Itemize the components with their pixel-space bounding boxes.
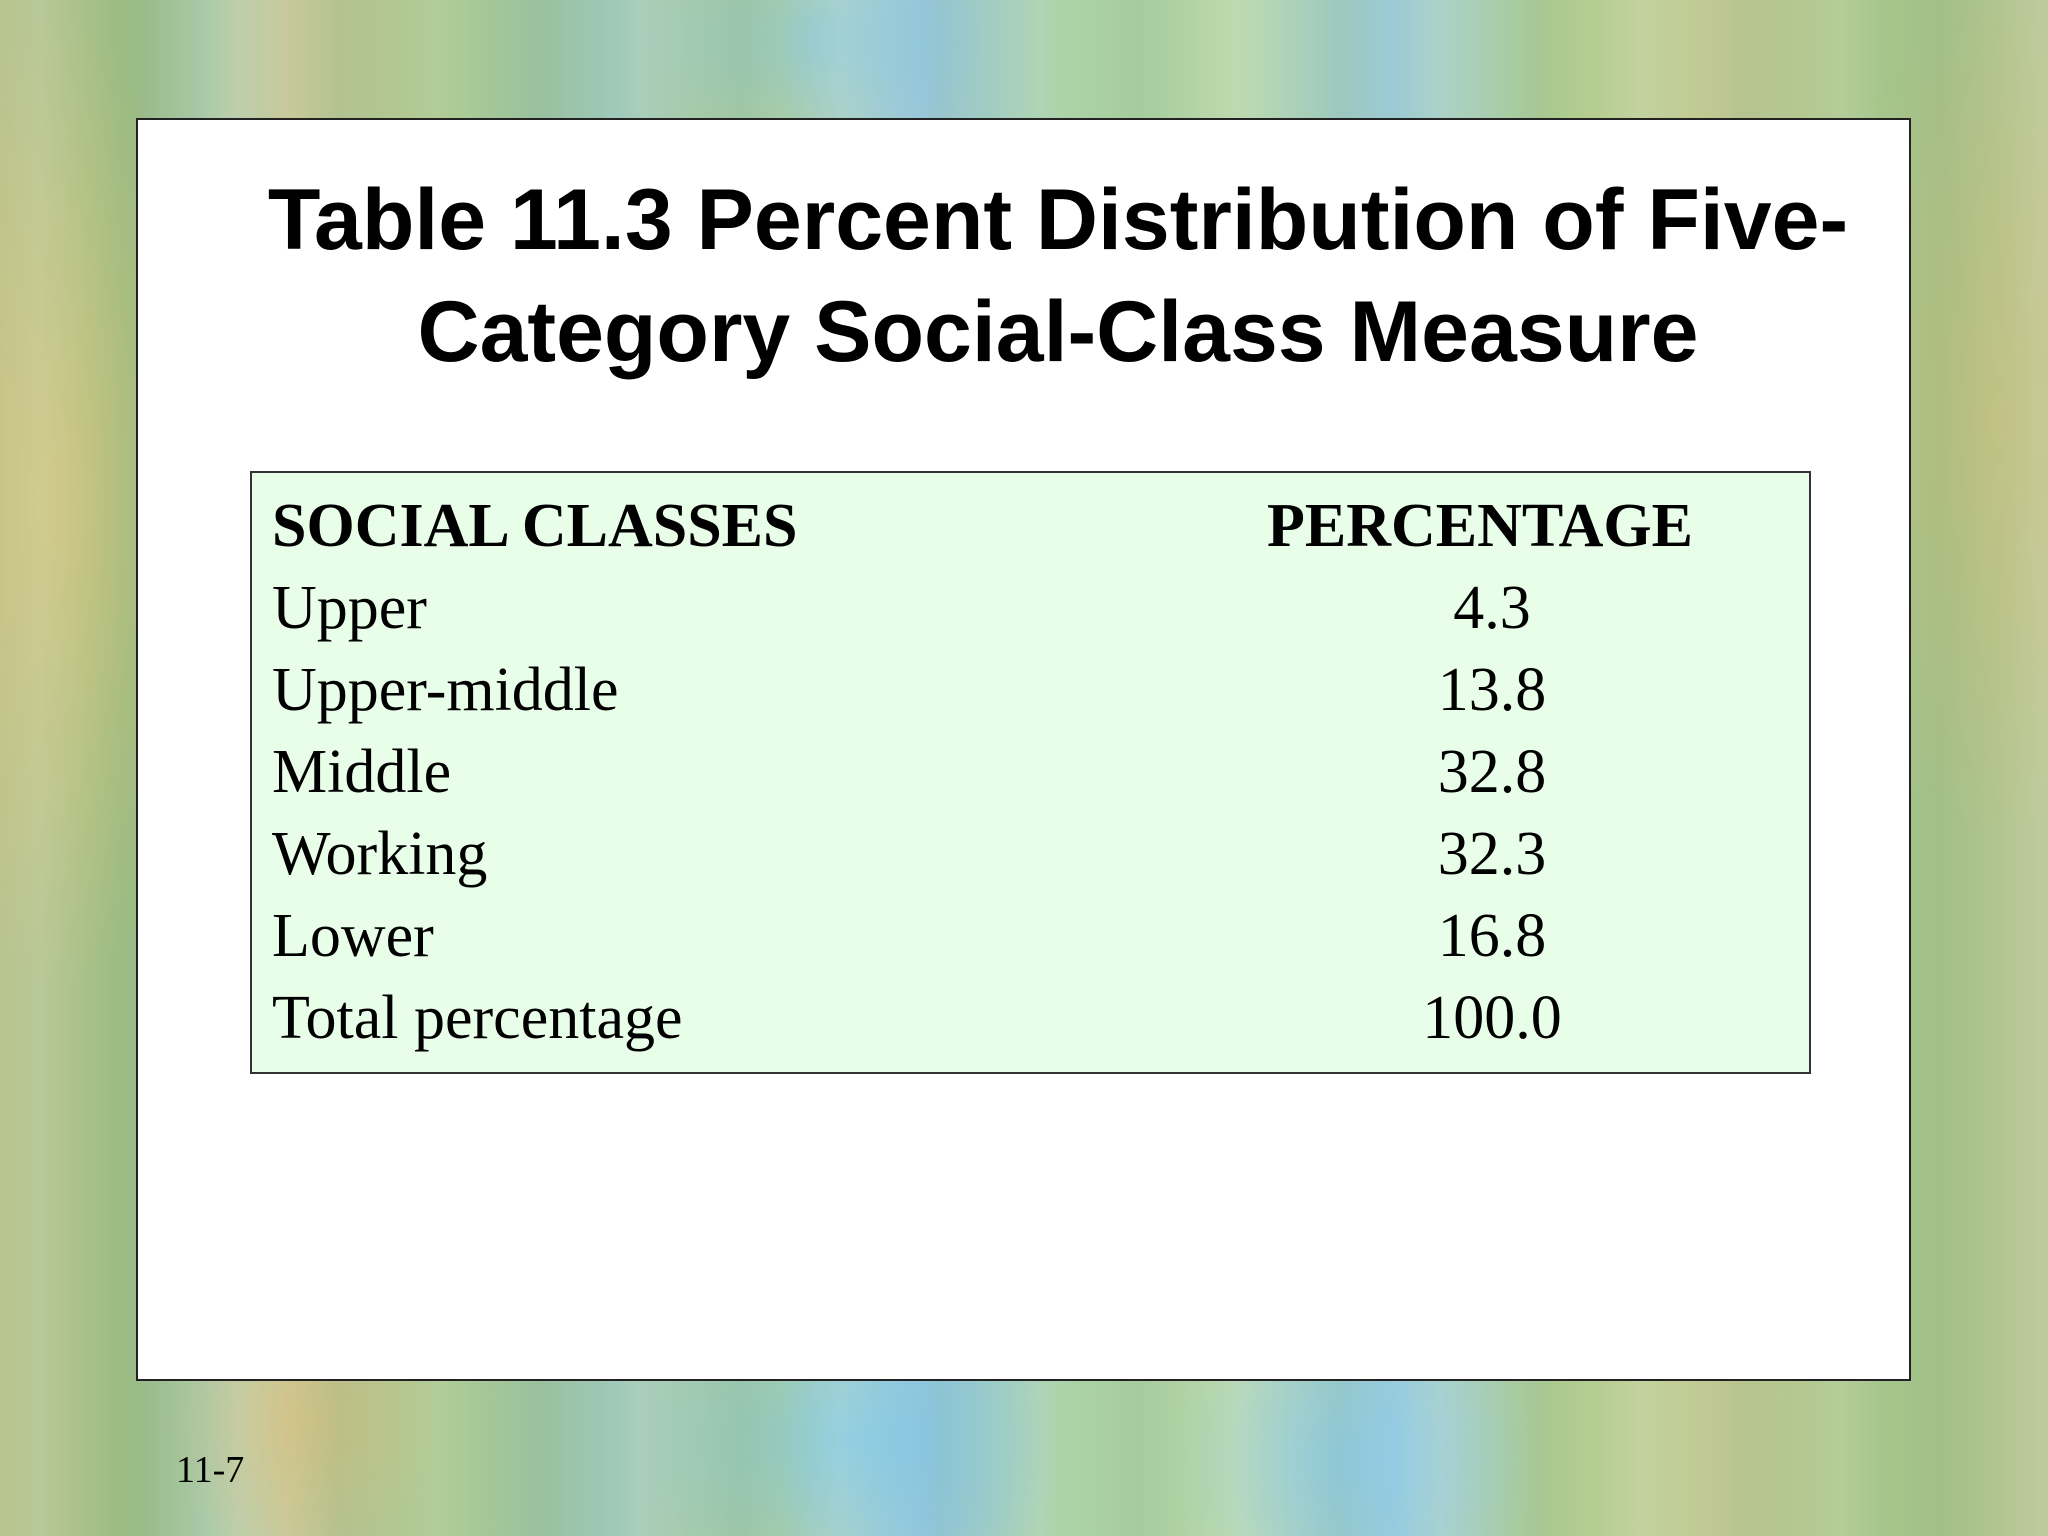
social-class-cell: Lower	[272, 902, 434, 970]
social-class-table: SOCIAL CLASSES PERCENTAGE Upper 4.3 Uppe…	[250, 471, 1811, 1074]
social-class-cell: Middle	[272, 738, 452, 806]
slide-title-line-2: Category Social-Class Measure	[417, 284, 1699, 380]
social-class-cell: Working	[272, 820, 488, 888]
slide-number: 11-7	[176, 1449, 245, 1491]
table-total-row: Total percentage 100.0	[252, 977, 1809, 1059]
column-header-social-classes: SOCIAL CLASSES	[272, 492, 798, 560]
social-class-cell: Upper-middle	[272, 656, 619, 724]
table-row: Upper 4.3	[252, 567, 1809, 649]
table-row: Middle 32.8	[252, 731, 1809, 813]
total-percentage-cell: 100.0	[1422, 984, 1562, 1052]
percentage-cell: 16.8	[1437, 902, 1547, 970]
total-label-cell: Total percentage	[272, 984, 683, 1052]
slide-title: Table 11.3 Percent Distribution of Five-…	[198, 164, 1918, 388]
table-row: Upper-middle 13.8	[252, 649, 1809, 731]
percentage-cell: 13.8	[1437, 656, 1547, 724]
slide-content-panel: Table 11.3 Percent Distribution of Five-…	[136, 118, 1911, 1381]
slide-title-line-1: Table 11.3 Percent Distribution of Five-	[267, 172, 1849, 268]
percentage-cell: 32.8	[1437, 738, 1547, 806]
table-header-row: SOCIAL CLASSES PERCENTAGE	[252, 485, 1809, 567]
column-header-percentage: PERCENTAGE	[1267, 492, 1694, 560]
social-class-cell: Upper	[272, 574, 427, 642]
percentage-cell: 32.3	[1437, 820, 1547, 888]
table-row: Lower 16.8	[252, 895, 1809, 977]
percentage-cell: 4.3	[1453, 574, 1531, 642]
table-row: Working 32.3	[252, 813, 1809, 895]
